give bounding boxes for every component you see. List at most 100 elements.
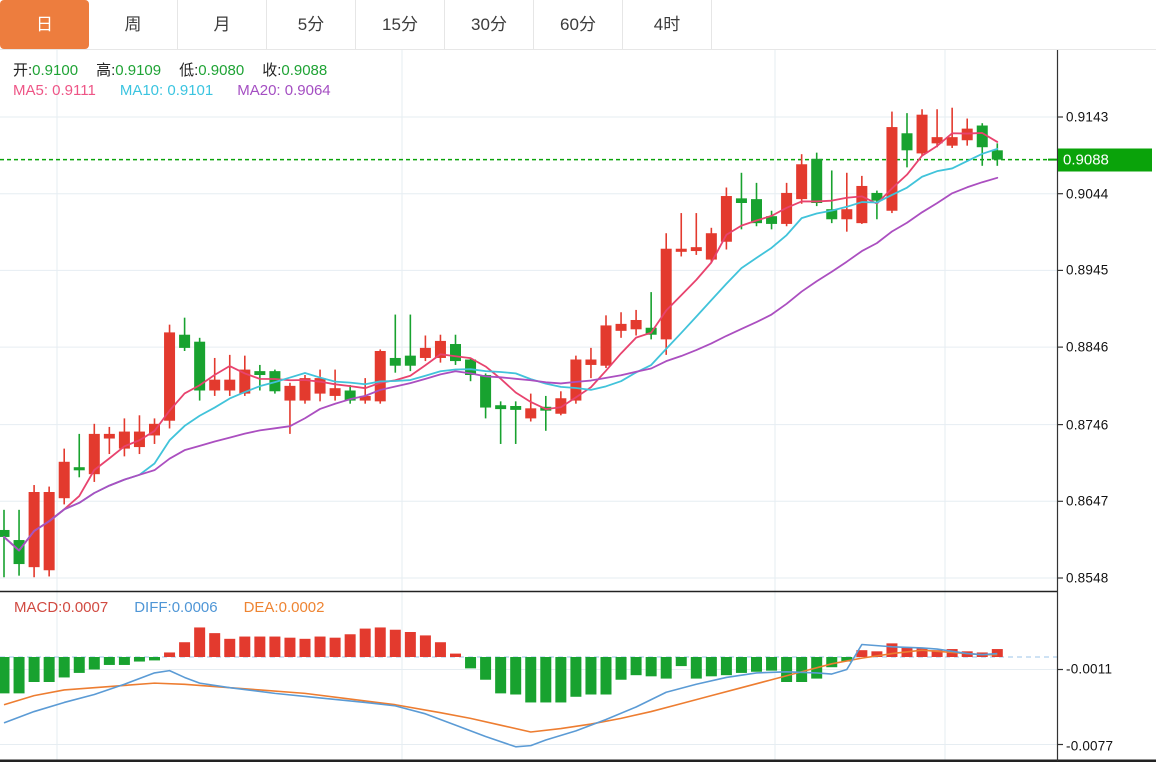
candle-body[interactable] xyxy=(404,355,416,366)
macd-bar[interactable] xyxy=(43,657,55,683)
candle-body[interactable] xyxy=(209,379,221,391)
macd-bar[interactable] xyxy=(118,657,130,665)
macd-bar[interactable] xyxy=(570,657,582,697)
candle-body[interactable] xyxy=(224,379,236,391)
macd-bar[interactable] xyxy=(465,657,477,669)
macd-bar[interactable] xyxy=(149,657,160,661)
candle-body[interactable] xyxy=(705,233,717,260)
candle-body[interactable] xyxy=(886,127,898,211)
candle-body[interactable] xyxy=(796,164,808,200)
macd-bar[interactable] xyxy=(58,657,70,678)
macd-bar[interactable] xyxy=(826,657,838,668)
tab-5min[interactable]: 5分 xyxy=(267,0,356,49)
macd-bar[interactable] xyxy=(209,633,221,657)
macd-bar[interactable] xyxy=(766,657,778,671)
macd-bar[interactable] xyxy=(675,657,687,667)
candle-body[interactable] xyxy=(299,378,311,401)
macd-bar[interactable] xyxy=(585,657,597,695)
candle-body[interactable] xyxy=(359,395,371,401)
candle-body[interactable] xyxy=(58,461,70,499)
macd-bar[interactable] xyxy=(344,634,356,657)
candle-body[interactable] xyxy=(555,398,567,414)
macd-bar[interactable] xyxy=(133,657,145,662)
candle-body[interactable] xyxy=(434,340,446,358)
candle-body[interactable] xyxy=(751,199,762,224)
macd-bar[interactable] xyxy=(88,657,100,670)
macd-bar[interactable] xyxy=(374,627,386,657)
macd-bar[interactable] xyxy=(720,657,732,676)
candle-body[interactable] xyxy=(480,375,492,408)
macd-bar[interactable] xyxy=(510,657,522,695)
macd-bar[interactable] xyxy=(194,627,206,657)
candle-body[interactable] xyxy=(630,319,642,330)
macd-bar[interactable] xyxy=(555,657,567,703)
candle-body[interactable] xyxy=(660,248,672,340)
macd-bar[interactable] xyxy=(525,657,537,703)
macd-bar[interactable] xyxy=(359,628,371,657)
candle-body[interactable] xyxy=(856,185,868,224)
candle-body[interactable] xyxy=(164,332,176,421)
macd-bar[interactable] xyxy=(705,657,717,677)
candle-body[interactable] xyxy=(976,125,988,148)
macd-bar[interactable] xyxy=(314,636,326,657)
macd-bar[interactable] xyxy=(735,657,747,673)
macd-bar[interactable] xyxy=(389,629,401,657)
macd-bar[interactable] xyxy=(239,636,251,657)
candle-body[interactable] xyxy=(118,431,130,449)
candle-body[interactable] xyxy=(931,137,943,144)
macd-bar[interactable] xyxy=(73,657,85,673)
candle-body[interactable] xyxy=(389,357,401,366)
candle-body[interactable] xyxy=(344,390,356,401)
candle-body[interactable] xyxy=(0,529,10,537)
candle-body[interactable] xyxy=(13,540,25,565)
candle-body[interactable] xyxy=(465,359,477,376)
candle-body[interactable] xyxy=(73,467,85,471)
macd-bar[interactable] xyxy=(450,653,461,657)
candle-body[interactable] xyxy=(841,209,853,220)
macd-bar[interactable] xyxy=(690,657,702,679)
candle-body[interactable] xyxy=(329,388,341,396)
macd-bar[interactable] xyxy=(660,657,672,679)
candle-body[interactable] xyxy=(675,248,687,252)
macd-bar[interactable] xyxy=(645,657,657,677)
macd-bar[interactable] xyxy=(796,657,808,683)
candle-body[interactable] xyxy=(991,150,1003,160)
macd-bar[interactable] xyxy=(480,657,492,680)
macd-bar[interactable] xyxy=(841,657,853,662)
macd-bar[interactable] xyxy=(103,657,115,665)
macd-bar[interactable] xyxy=(299,638,311,657)
candle-body[interactable] xyxy=(871,192,883,201)
macd-bar[interactable] xyxy=(886,643,898,657)
macd-bar[interactable] xyxy=(28,657,40,683)
candle-body[interactable] xyxy=(826,209,838,220)
candle-body[interactable] xyxy=(254,371,266,376)
tab-60min[interactable]: 60分 xyxy=(534,0,623,49)
macd-bar[interactable] xyxy=(600,657,612,695)
candle-body[interactable] xyxy=(570,359,582,401)
candle-body[interactable] xyxy=(916,114,928,154)
macd-bar[interactable] xyxy=(931,650,943,657)
candle-body[interactable] xyxy=(103,433,115,439)
tab-15min[interactable]: 15分 xyxy=(356,0,445,49)
candle-body[interactable] xyxy=(766,216,778,224)
candle-body[interactable] xyxy=(419,347,431,358)
candle-body[interactable] xyxy=(239,369,251,394)
macd-bar[interactable] xyxy=(254,636,266,657)
macd-bar[interactable] xyxy=(224,638,236,657)
candle-body[interactable] xyxy=(495,405,507,410)
macd-bar[interactable] xyxy=(916,647,928,657)
macd-bar[interactable] xyxy=(434,642,446,657)
candle-body[interactable] xyxy=(43,492,55,571)
candle-body[interactable] xyxy=(690,247,702,252)
macd-bar[interactable] xyxy=(781,657,793,683)
candle-body[interactable] xyxy=(585,359,597,365)
candle-body[interactable] xyxy=(374,350,386,402)
candle-body[interactable] xyxy=(510,406,522,410)
candle-body[interactable] xyxy=(28,492,40,568)
tab-30min[interactable]: 30分 xyxy=(445,0,534,49)
candle-body[interactable] xyxy=(600,325,612,366)
candle-body[interactable] xyxy=(525,408,537,419)
candle-body[interactable] xyxy=(194,341,206,391)
candle-body[interactable] xyxy=(88,433,100,475)
macd-bar[interactable] xyxy=(0,657,10,694)
